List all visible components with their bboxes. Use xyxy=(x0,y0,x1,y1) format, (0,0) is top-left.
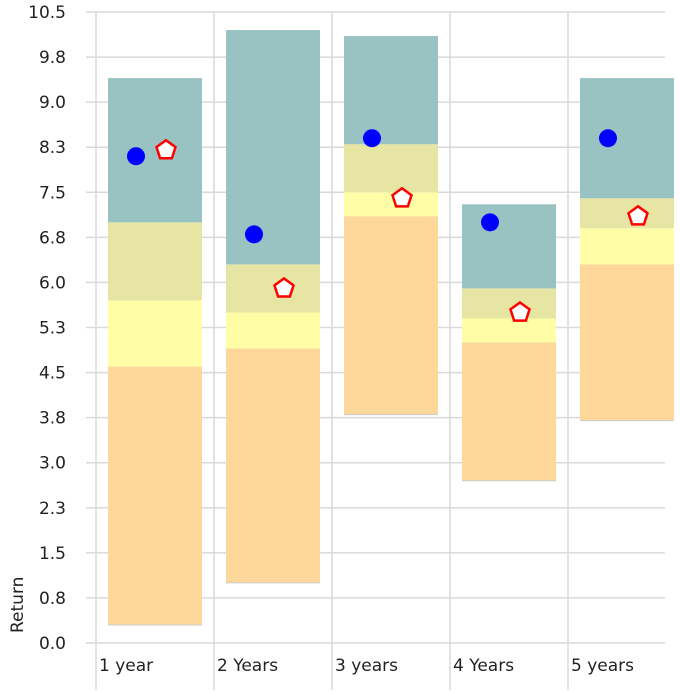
bar-segment-2 xyxy=(462,318,556,343)
x-category-label: 5 years xyxy=(571,656,634,676)
bar-segment-4 xyxy=(462,204,556,289)
bar-segment-1 xyxy=(462,342,556,481)
y-axis-title: Return xyxy=(8,577,28,633)
bar-segment-4 xyxy=(108,78,202,223)
y-tick-label: 10.5 xyxy=(28,3,66,23)
y-tick-label: 3.0 xyxy=(39,454,66,474)
bars xyxy=(108,30,674,626)
y-tick-label: 6.8 xyxy=(39,228,66,248)
bar-segment-3 xyxy=(108,222,202,301)
bar-segment-2 xyxy=(226,312,320,349)
bar-segment-1 xyxy=(344,216,438,415)
marker-circle xyxy=(127,147,145,166)
bar-segment-1 xyxy=(580,264,674,421)
y-tick-label: 2.3 xyxy=(39,499,66,519)
y-tick-label: 9.8 xyxy=(39,48,66,68)
y-tick-label: 4.5 xyxy=(39,364,66,384)
marker-circle xyxy=(363,129,381,148)
marker-circle xyxy=(481,213,499,232)
y-tick-label: 7.5 xyxy=(39,183,66,203)
bar-segment-2 xyxy=(108,300,202,367)
x-axis-category-labels: 1 year 2 Years 3 years 4 Years 5 years xyxy=(99,656,634,676)
marker-pentagon xyxy=(155,138,177,160)
y-tick-label: 8.3 xyxy=(39,138,66,158)
y-tick-label: 6.0 xyxy=(39,273,66,293)
markers xyxy=(127,129,649,322)
bar-segment-3 xyxy=(226,264,320,313)
bar-segment-1 xyxy=(226,348,320,583)
bar-segment-4 xyxy=(344,36,438,145)
bar-segment-3 xyxy=(580,198,674,229)
marker-circle xyxy=(245,225,263,244)
y-tick-label: 5.3 xyxy=(39,319,66,339)
bar-segment-4 xyxy=(580,78,674,199)
y-tick-label: 9.0 xyxy=(39,93,66,113)
marker-circle xyxy=(599,129,617,148)
bar-segment-2 xyxy=(344,192,438,217)
x-category-label: 1 year xyxy=(99,656,153,676)
bar-segment-3 xyxy=(344,144,438,193)
marker-pentagon xyxy=(509,300,531,322)
x-category-label: 2 Years xyxy=(217,656,278,676)
bar-segment-2 xyxy=(580,228,674,265)
y-tick-label: 0.8 xyxy=(39,589,66,609)
marker-pentagon xyxy=(391,186,413,208)
y-tick-label: 0.0 xyxy=(39,634,66,654)
x-category-label: 4 Years xyxy=(453,656,514,676)
y-axis-tick-labels: 0.0 0.8 1.5 2.3 3.0 3.8 4.5 5.3 6.0 6.8 7.5 8.3 9.0 9… xyxy=(28,3,66,654)
y-tick-label: 3.8 xyxy=(39,409,66,429)
bar-segment-1 xyxy=(108,366,202,625)
bar-segment-3 xyxy=(462,288,556,319)
x-category-label: 3 years xyxy=(335,656,398,676)
marker-pentagon xyxy=(273,276,295,298)
y-tick-label: 1.5 xyxy=(39,544,66,564)
bar-segment-4 xyxy=(226,30,320,265)
marker-pentagon xyxy=(627,204,649,226)
